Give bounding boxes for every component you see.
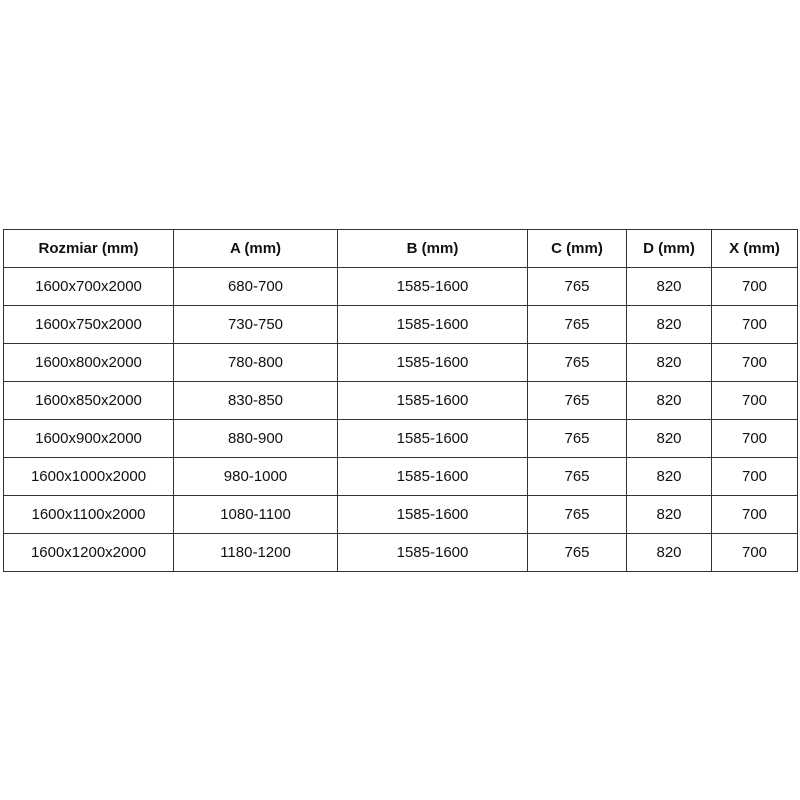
table-cell: 780-800 xyxy=(173,343,338,382)
table-cell: 1180-1200 xyxy=(173,533,338,572)
table-cell: 820 xyxy=(626,305,712,344)
header-row: Rozmiar (mm) A (mm) B (mm) C (mm) D (mm) X (m… xyxy=(3,229,798,268)
table-cell: 880-900 xyxy=(173,419,338,458)
table-cell: 980-1000 xyxy=(173,457,338,496)
table-cell: 1600x1200x2000 xyxy=(3,533,174,572)
table-row: 1600x800x2000 780-800 1585-1600 765 820 700 xyxy=(3,343,798,382)
column-header: A (mm) xyxy=(173,229,338,268)
table-cell: 1600x750x2000 xyxy=(3,305,174,344)
table-cell: 765 xyxy=(527,533,627,572)
table-row: 1600x1200x2000 1180-1200 1585-1600 765 820 70… xyxy=(3,533,798,572)
table-cell: 765 xyxy=(527,457,627,496)
table-cell: 1585-1600 xyxy=(337,495,528,534)
table-cell: 1585-1600 xyxy=(337,457,528,496)
table-cell: 1585-1600 xyxy=(337,343,528,382)
table-cell: 1600x1000x2000 xyxy=(3,457,174,496)
table-cell: 820 xyxy=(626,457,712,496)
column-header: D (mm) xyxy=(626,229,712,268)
table-cell: 700 xyxy=(711,533,798,572)
table-cell: 700 xyxy=(711,419,798,458)
table-cell: 820 xyxy=(626,533,712,572)
table-cell: 765 xyxy=(527,343,627,382)
column-header: Rozmiar (mm) xyxy=(3,229,174,268)
table-cell: 700 xyxy=(711,305,798,344)
table-cell: 1600x1100x2000 xyxy=(3,495,174,534)
table-cell: 700 xyxy=(711,495,798,534)
table-cell: 1080-1100 xyxy=(173,495,338,534)
table-cell: 820 xyxy=(626,419,712,458)
table-cell: 820 xyxy=(626,495,712,534)
table-cell: 1585-1600 xyxy=(337,533,528,572)
table-row: 1600x750x2000 730-750 1585-1600 765 820 700 xyxy=(3,305,798,344)
table-cell: 765 xyxy=(527,419,627,458)
table-cell: 730-750 xyxy=(173,305,338,344)
table-cell: 1585-1600 xyxy=(337,381,528,420)
column-header: X (mm) xyxy=(711,229,798,268)
table-cell: 1585-1600 xyxy=(337,419,528,458)
table-cell: 765 xyxy=(527,267,627,306)
table-cell: 700 xyxy=(711,267,798,306)
table-cell: 700 xyxy=(711,381,798,420)
table-cell: 1600x800x2000 xyxy=(3,343,174,382)
table-cell: 680-700 xyxy=(173,267,338,306)
table-row: 1600x700x2000 680-700 1585-1600 765 820 700 xyxy=(3,267,798,306)
dimensions-table: Rozmiar (mm) A (mm) B (mm) C (mm) D (mm) X (m… xyxy=(3,229,798,572)
table-cell: 765 xyxy=(527,381,627,420)
column-header: B (mm) xyxy=(337,229,528,268)
table-row: 1600x1000x2000 980-1000 1585-1600 765 820 700 xyxy=(3,457,798,496)
table-row: 1600x1100x2000 1080-1100 1585-1600 765 820 70… xyxy=(3,495,798,534)
column-header: C (mm) xyxy=(527,229,627,268)
table-cell: 1600x700x2000 xyxy=(3,267,174,306)
table-cell: 1585-1600 xyxy=(337,267,528,306)
table-cell: 765 xyxy=(527,495,627,534)
table-row: 1600x850x2000 830-850 1585-1600 765 820 700 xyxy=(3,381,798,420)
table-cell: 765 xyxy=(527,305,627,344)
table-cell: 820 xyxy=(626,267,712,306)
table-cell: 820 xyxy=(626,343,712,382)
table-cell: 1600x900x2000 xyxy=(3,419,174,458)
table-cell: 1585-1600 xyxy=(337,305,528,344)
table-cell: 1600x850x2000 xyxy=(3,381,174,420)
table-cell: 830-850 xyxy=(173,381,338,420)
table-cell: 700 xyxy=(711,457,798,496)
table-row: 1600x900x2000 880-900 1585-1600 765 820 700 xyxy=(3,419,798,458)
table-cell: 820 xyxy=(626,381,712,420)
table-cell: 700 xyxy=(711,343,798,382)
